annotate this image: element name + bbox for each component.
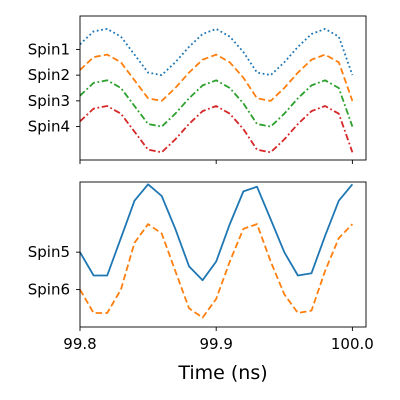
y-tick-label: Spin2 xyxy=(28,66,70,84)
series-line-spin6 xyxy=(79,223,354,319)
axes-frame xyxy=(79,181,367,328)
axes-frame xyxy=(79,15,367,161)
series-line-spin5 xyxy=(79,183,354,282)
y-tick-label: Spin3 xyxy=(28,92,70,110)
y-tick-label: Spin4 xyxy=(28,118,70,136)
y-tick-label: Spin1 xyxy=(28,40,70,58)
series-line-spin2 xyxy=(79,53,354,102)
top-panel: Spin1 Spin2 Spin3 Spin4 xyxy=(28,15,367,164)
x-tick-label: 99.9 xyxy=(199,335,232,353)
bottom-panel: 99.8 99.9 100.0 Spin5 Spin6 Time (ns) xyxy=(28,181,374,384)
y-tick-label: Spin5 xyxy=(28,243,70,261)
series-line-spin3 xyxy=(79,79,354,128)
x-tick-label: 100.0 xyxy=(331,335,374,353)
series-line-spin4 xyxy=(79,105,354,154)
series-line-spin1 xyxy=(79,27,354,76)
x-tick-label: 99.8 xyxy=(63,335,96,353)
x-axis-title: Time (ns) xyxy=(177,362,267,384)
y-tick-label: Spin6 xyxy=(28,281,70,299)
